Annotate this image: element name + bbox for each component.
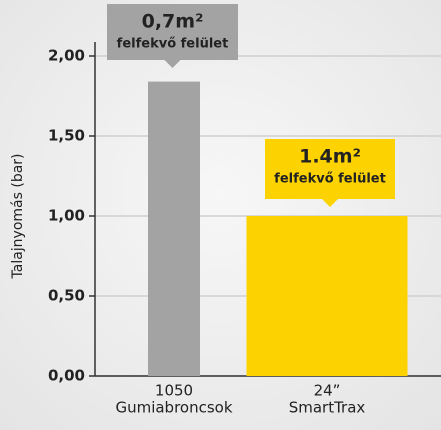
bar (246, 216, 408, 376)
callout (265, 139, 395, 207)
callout (107, 4, 238, 68)
x-tick-label: SmartTrax (289, 399, 366, 417)
callout-text: felfekvő felület (117, 37, 229, 52)
y-tick-label: 0,50 (48, 287, 85, 305)
y-axis-label: Talajnyomás (bar) (10, 153, 26, 279)
x-tick-label: Gumiabroncsok (115, 399, 232, 417)
bar (148, 81, 200, 376)
callout-text: felfekvő felület (274, 172, 386, 187)
x-tick-label: 1050 (155, 382, 193, 400)
y-tick-label: 1,50 (48, 127, 85, 145)
y-tick-label: 1,00 (48, 207, 85, 225)
y-tick-label: 2,00 (48, 47, 85, 65)
x-tick-label: 24” (314, 382, 341, 400)
callout-text: 1.4m² (299, 146, 361, 168)
y-tick-label: 0,00 (48, 367, 85, 385)
callout-text: 0,7m² (142, 11, 204, 33)
